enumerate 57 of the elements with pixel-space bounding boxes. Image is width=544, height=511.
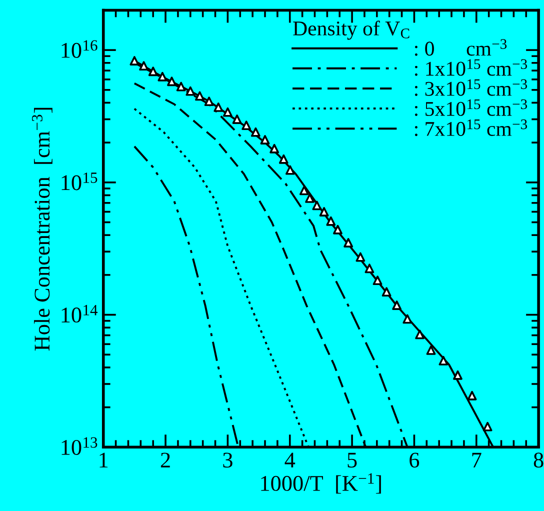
point xyxy=(305,193,314,203)
point xyxy=(242,120,252,130)
y-tick-label: 10$^{16}$ xyxy=(62,40,98,58)
point xyxy=(195,91,204,101)
point xyxy=(402,314,412,324)
point xyxy=(382,287,392,297)
y-tick-label: 10$^{15}$ xyxy=(62,172,98,190)
x-tick-label: 3 xyxy=(223,452,232,468)
x-tick-label: 6 xyxy=(410,452,420,468)
point xyxy=(214,102,224,112)
point xyxy=(372,276,382,286)
x-tick-label: 2 xyxy=(160,452,170,468)
point xyxy=(312,200,322,210)
point xyxy=(426,345,436,355)
point xyxy=(333,224,342,234)
y-axis-title: Hole Concentration [cm$^{−3}$] xyxy=(32,108,52,351)
legend-label: : 0 cm$^{−3}$ xyxy=(415,39,507,56)
legend-title: Density of V$_{C}$ xyxy=(293,20,410,40)
point xyxy=(319,207,329,216)
legend-label: : 7x10$^{15}$ cm$^{−3}$ xyxy=(415,119,528,136)
point xyxy=(130,56,140,66)
legend-label: : 1x10$^{15}$ cm$^{−3}$ xyxy=(415,59,528,76)
point xyxy=(222,107,232,117)
point xyxy=(415,330,425,340)
point xyxy=(232,114,242,124)
point xyxy=(356,252,366,262)
point xyxy=(326,216,336,226)
x-axis-title: 1000/T [K$^{−1}$] xyxy=(261,473,381,494)
point xyxy=(278,154,288,164)
point xyxy=(285,165,295,175)
x-tick-label: 4 xyxy=(284,452,296,468)
point xyxy=(453,370,462,380)
point xyxy=(176,82,186,92)
point xyxy=(364,264,374,274)
point xyxy=(299,186,309,196)
point xyxy=(438,356,448,366)
point xyxy=(204,96,214,106)
point xyxy=(392,300,402,310)
point xyxy=(167,76,176,86)
legend-label: : 5x10$^{15}$ cm$^{−3}$ xyxy=(415,99,528,116)
legend-label: : 3x10$^{15}$ cm$^{−3}$ xyxy=(415,79,528,96)
point xyxy=(186,86,196,96)
point xyxy=(158,72,168,82)
x-tick-label: 1 xyxy=(100,452,108,468)
point xyxy=(250,127,260,137)
y-tick-label: 10$^{14}$ xyxy=(62,304,98,323)
point xyxy=(139,61,148,71)
point xyxy=(148,66,158,76)
point xyxy=(467,390,477,400)
x-tick-label: 8 xyxy=(534,452,544,468)
point xyxy=(344,238,354,248)
point xyxy=(270,144,280,154)
x-tick-label: 7 xyxy=(472,452,482,468)
point xyxy=(482,422,492,432)
x-tick-label: 5 xyxy=(348,452,357,468)
y-tick-label: 10$^{13}$ xyxy=(62,437,98,455)
point xyxy=(260,135,270,144)
